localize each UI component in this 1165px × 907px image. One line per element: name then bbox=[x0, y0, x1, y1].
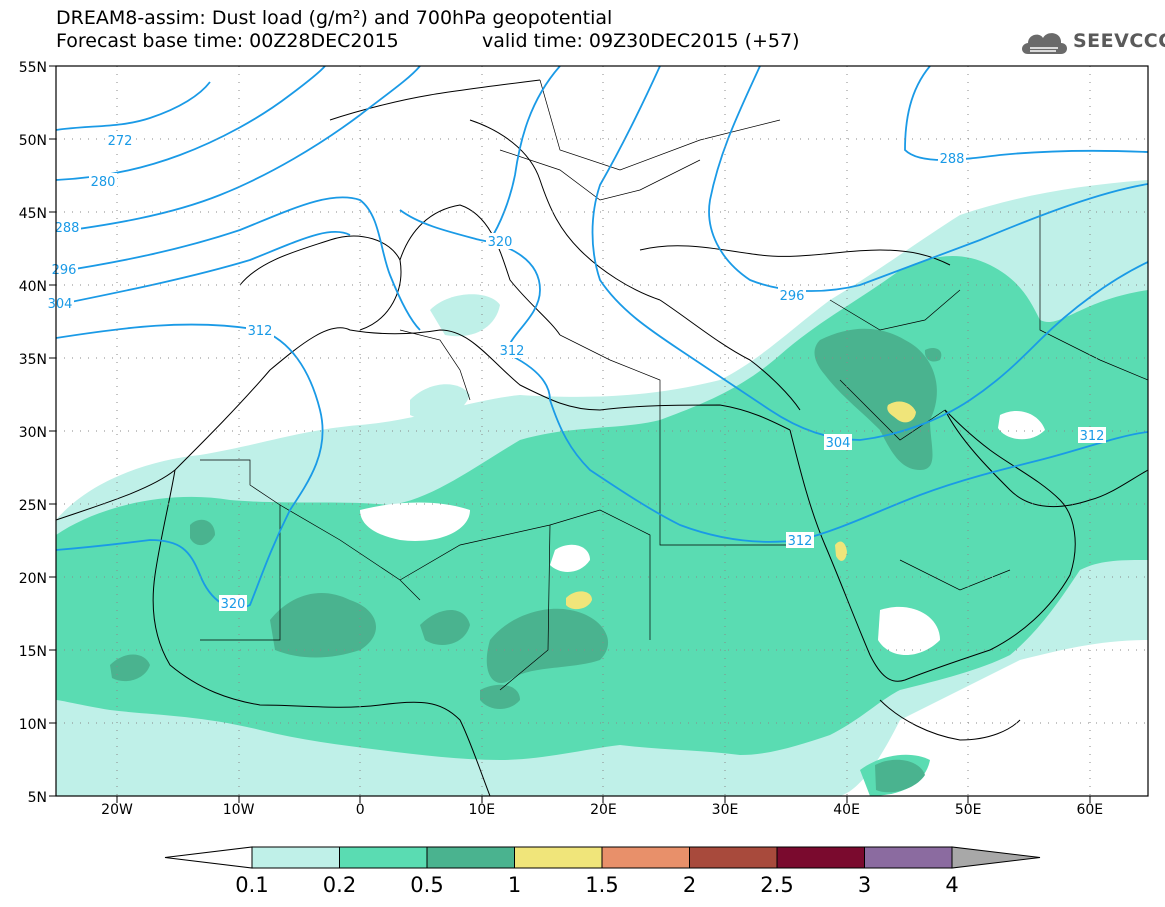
contour-label: 288 bbox=[938, 150, 966, 167]
colorbar-segment bbox=[339, 846, 428, 869]
cloud-icon bbox=[1022, 33, 1067, 54]
lon-label: 30E bbox=[712, 802, 739, 818]
lat-label: 10N bbox=[19, 717, 47, 733]
contour-label: 320 bbox=[219, 595, 247, 612]
svg-text:320: 320 bbox=[221, 597, 246, 612]
colorbar-tick-label: 4 bbox=[945, 873, 958, 897]
contour-label: 304 bbox=[824, 434, 852, 451]
svg-text:312: 312 bbox=[1080, 429, 1105, 444]
contour-label: 312 bbox=[786, 532, 814, 549]
colorbar-segment bbox=[426, 846, 515, 869]
lon-label: 50E bbox=[955, 802, 982, 818]
contour-label: 312 bbox=[1078, 427, 1106, 444]
colorbar-arrow-left bbox=[164, 846, 253, 869]
latitude-labels: 55N 50N 45N 40N 35N 30N 25N 20N 15N 10N 5N bbox=[19, 60, 47, 806]
dust-layer-peak bbox=[566, 401, 916, 610]
tick-marks bbox=[49, 65, 1091, 803]
colorbar-tick-label: 2 bbox=[683, 873, 696, 897]
contour-label: 280 bbox=[89, 173, 117, 190]
colorbar-tick-label: 1.5 bbox=[585, 873, 618, 897]
lat-label: 25N bbox=[19, 498, 47, 514]
svg-text:312: 312 bbox=[500, 344, 525, 359]
svg-text:312: 312 bbox=[788, 534, 813, 549]
colorbar-segment bbox=[514, 846, 603, 869]
valid-time: valid time: 09Z30DEC2015 (+57) bbox=[482, 30, 800, 52]
colorbar-segment bbox=[251, 846, 340, 869]
svg-text:312: 312 bbox=[248, 324, 273, 339]
contour-label: 312 bbox=[498, 342, 526, 359]
lon-label: 0 bbox=[356, 802, 365, 818]
svg-text:288: 288 bbox=[940, 152, 965, 167]
svg-text:320: 320 bbox=[488, 235, 513, 250]
colorbar-tick-label: 0.5 bbox=[410, 873, 443, 897]
contour-label: 312 bbox=[246, 322, 274, 339]
country-borders bbox=[200, 79, 1148, 691]
map-area bbox=[56, 66, 1148, 796]
lat-label: 45N bbox=[19, 206, 47, 222]
lon-label: 10W bbox=[223, 802, 255, 818]
seevccc-logo: SEEVCCC bbox=[1018, 24, 1165, 62]
lat-label: 40N bbox=[19, 279, 47, 295]
svg-text:288: 288 bbox=[55, 221, 80, 236]
contour-label: 304 bbox=[46, 295, 74, 312]
contour-labels: 272 280 288 296 304 312 320 312 312 304 296 288 312 3… bbox=[46, 132, 1106, 612]
contour-label: 296 bbox=[50, 261, 78, 278]
dust-gaps bbox=[360, 410, 1045, 655]
colorbar-segment bbox=[689, 846, 778, 869]
lon-label: 20E bbox=[590, 802, 617, 818]
contour-label: 272 bbox=[106, 132, 134, 149]
lon-label: 20W bbox=[101, 802, 133, 818]
logo-text: SEEVCCC bbox=[1073, 30, 1165, 52]
colorbar-tick-label: 0.2 bbox=[323, 873, 356, 897]
map-title: DREAM8-assim: Dust load (g/m²) and 700hP… bbox=[56, 7, 613, 29]
svg-text:304: 304 bbox=[48, 297, 73, 312]
forecast-base-time: Forecast base time: 00Z28DEC2015 bbox=[56, 30, 399, 52]
contour-label: 296 bbox=[778, 287, 806, 304]
colorbar-segment bbox=[776, 846, 865, 869]
colorbar-arrow-right bbox=[951, 846, 1041, 869]
colorbar-tick-label: 2.5 bbox=[760, 873, 793, 897]
svg-text:304: 304 bbox=[826, 436, 851, 451]
lat-label: 15N bbox=[19, 644, 47, 660]
contour-label: 288 bbox=[53, 219, 81, 236]
colorbar-segment bbox=[864, 846, 953, 869]
svg-text:280: 280 bbox=[91, 175, 116, 190]
svg-text:296: 296 bbox=[780, 289, 805, 304]
lon-label: 10E bbox=[468, 802, 495, 818]
colorbar-segment bbox=[601, 846, 690, 869]
lat-label: 35N bbox=[19, 352, 47, 368]
contour-label: 320 bbox=[486, 233, 514, 250]
colorbar: 0.1 0.2 0.5 1 1.5 2 2.5 3 4 bbox=[164, 846, 1041, 897]
dust-layer-high bbox=[110, 328, 942, 793]
lat-label: 55N bbox=[19, 60, 47, 76]
colorbar-tick-label: 3 bbox=[858, 873, 871, 897]
lon-label: 40E bbox=[833, 802, 860, 818]
longitude-labels: 20W 10W 0 10E 20E 30E 40E 50E 60E bbox=[101, 802, 1103, 818]
lat-label: 30N bbox=[19, 425, 47, 441]
colorbar-tick-label: 1 bbox=[508, 873, 521, 897]
lat-label: 20N bbox=[19, 571, 47, 587]
svg-text:272: 272 bbox=[108, 134, 133, 149]
lat-label: 50N bbox=[19, 133, 47, 149]
lon-label: 60E bbox=[1076, 802, 1103, 818]
lat-label: 5N bbox=[28, 790, 47, 806]
svg-text:296: 296 bbox=[52, 263, 77, 278]
coastlines bbox=[56, 79, 1148, 796]
colorbar-tick-label: 0.1 bbox=[235, 873, 268, 897]
